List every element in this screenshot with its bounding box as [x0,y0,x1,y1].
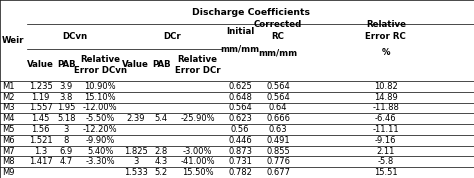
Text: -25.90%: -25.90% [180,114,215,123]
Text: M5: M5 [2,125,15,134]
Text: 3: 3 [64,125,69,134]
Text: RC: RC [272,32,284,41]
Text: 1.417: 1.417 [29,157,53,166]
Text: M2: M2 [2,93,15,102]
Text: -9.90%: -9.90% [86,136,115,145]
Text: 14.89: 14.89 [374,93,398,102]
Text: Relative: Relative [366,20,406,29]
Text: -5.8: -5.8 [378,157,394,166]
Text: -41.00%: -41.00% [180,157,215,166]
Text: Discharge Coefficients: Discharge Coefficients [191,7,310,17]
Text: 5.40%: 5.40% [87,146,113,156]
Text: Relative
Error DCvn: Relative Error DCvn [74,55,127,75]
Text: 3.8: 3.8 [60,93,73,102]
Text: mm/mm: mm/mm [220,45,260,54]
Text: M7: M7 [2,146,15,156]
Text: -5.50%: -5.50% [86,114,115,123]
Text: 0.731: 0.731 [228,157,252,166]
Text: 0.56: 0.56 [231,125,249,134]
Text: 1.19: 1.19 [32,93,50,102]
Text: 1.521: 1.521 [29,136,53,145]
Text: 4.7: 4.7 [60,157,73,166]
Text: 1.56: 1.56 [31,125,50,134]
Text: -6.46: -6.46 [375,114,397,123]
Text: 15.51: 15.51 [374,168,398,177]
Text: M6: M6 [2,136,15,145]
Text: 0.564: 0.564 [266,93,290,102]
Text: -11.88: -11.88 [373,103,399,112]
Text: 0.623: 0.623 [228,114,252,123]
Text: PAB: PAB [152,61,171,69]
Text: 2.11: 2.11 [377,146,395,156]
Text: 5.18: 5.18 [57,114,76,123]
Text: 0.677: 0.677 [266,168,290,177]
Text: 0.63: 0.63 [269,125,287,134]
Text: 4.3: 4.3 [155,157,168,166]
Text: 0.648: 0.648 [228,93,252,102]
Text: M4: M4 [2,114,15,123]
Text: 3: 3 [133,157,138,166]
Text: 0.625: 0.625 [228,82,252,91]
Text: 0.564: 0.564 [228,103,252,112]
Text: Relative
Error DCr: Relative Error DCr [174,55,220,75]
Text: M8: M8 [2,157,15,166]
Text: 0.64: 0.64 [269,103,287,112]
Text: Weir: Weir [2,36,24,45]
Text: 1.3: 1.3 [34,146,47,156]
Text: M3: M3 [2,103,15,112]
Text: 0.782: 0.782 [228,168,252,177]
Text: DCr: DCr [163,32,181,41]
Text: %: % [382,48,390,57]
Text: M9: M9 [2,168,15,177]
Text: mm/mm: mm/mm [258,48,298,57]
Text: -12.20%: -12.20% [83,125,118,134]
Text: 0.491: 0.491 [266,136,290,145]
Text: 0.855: 0.855 [266,146,290,156]
Text: Initial: Initial [226,27,254,36]
Text: 1.825: 1.825 [124,146,148,156]
Text: 0.564: 0.564 [266,82,290,91]
Text: -3.00%: -3.00% [182,146,212,156]
Text: 1.45: 1.45 [32,114,50,123]
Text: 0.873: 0.873 [228,146,252,156]
Text: 10.90%: 10.90% [84,82,116,91]
Text: 6.9: 6.9 [60,146,73,156]
Text: 5.2: 5.2 [155,168,168,177]
Text: 5.4: 5.4 [155,114,168,123]
Text: Value: Value [122,61,149,69]
Text: 10.82: 10.82 [374,82,398,91]
Text: 15.50%: 15.50% [182,168,213,177]
Text: -12.00%: -12.00% [83,103,118,112]
Text: 8: 8 [64,136,69,145]
Text: DCvn: DCvn [62,32,87,41]
Text: Corrected: Corrected [254,20,302,29]
Text: -9.16: -9.16 [375,136,397,145]
Text: 1.235: 1.235 [29,82,53,91]
Text: 0.776: 0.776 [266,157,290,166]
Text: -11.11: -11.11 [373,125,399,134]
Text: M1: M1 [2,82,15,91]
Text: PAB: PAB [57,61,76,69]
Text: 0.666: 0.666 [266,114,290,123]
Text: 1.557: 1.557 [29,103,53,112]
Text: 1.533: 1.533 [124,168,148,177]
Text: 15.10%: 15.10% [84,93,116,102]
Text: Value: Value [27,61,54,69]
Text: 2.39: 2.39 [127,114,145,123]
Text: -3.30%: -3.30% [85,157,115,166]
Text: 3.9: 3.9 [60,82,73,91]
Text: 0.446: 0.446 [228,136,252,145]
Text: 1.95: 1.95 [57,103,75,112]
Text: 2.8: 2.8 [155,146,168,156]
Text: Error RC: Error RC [365,32,406,41]
